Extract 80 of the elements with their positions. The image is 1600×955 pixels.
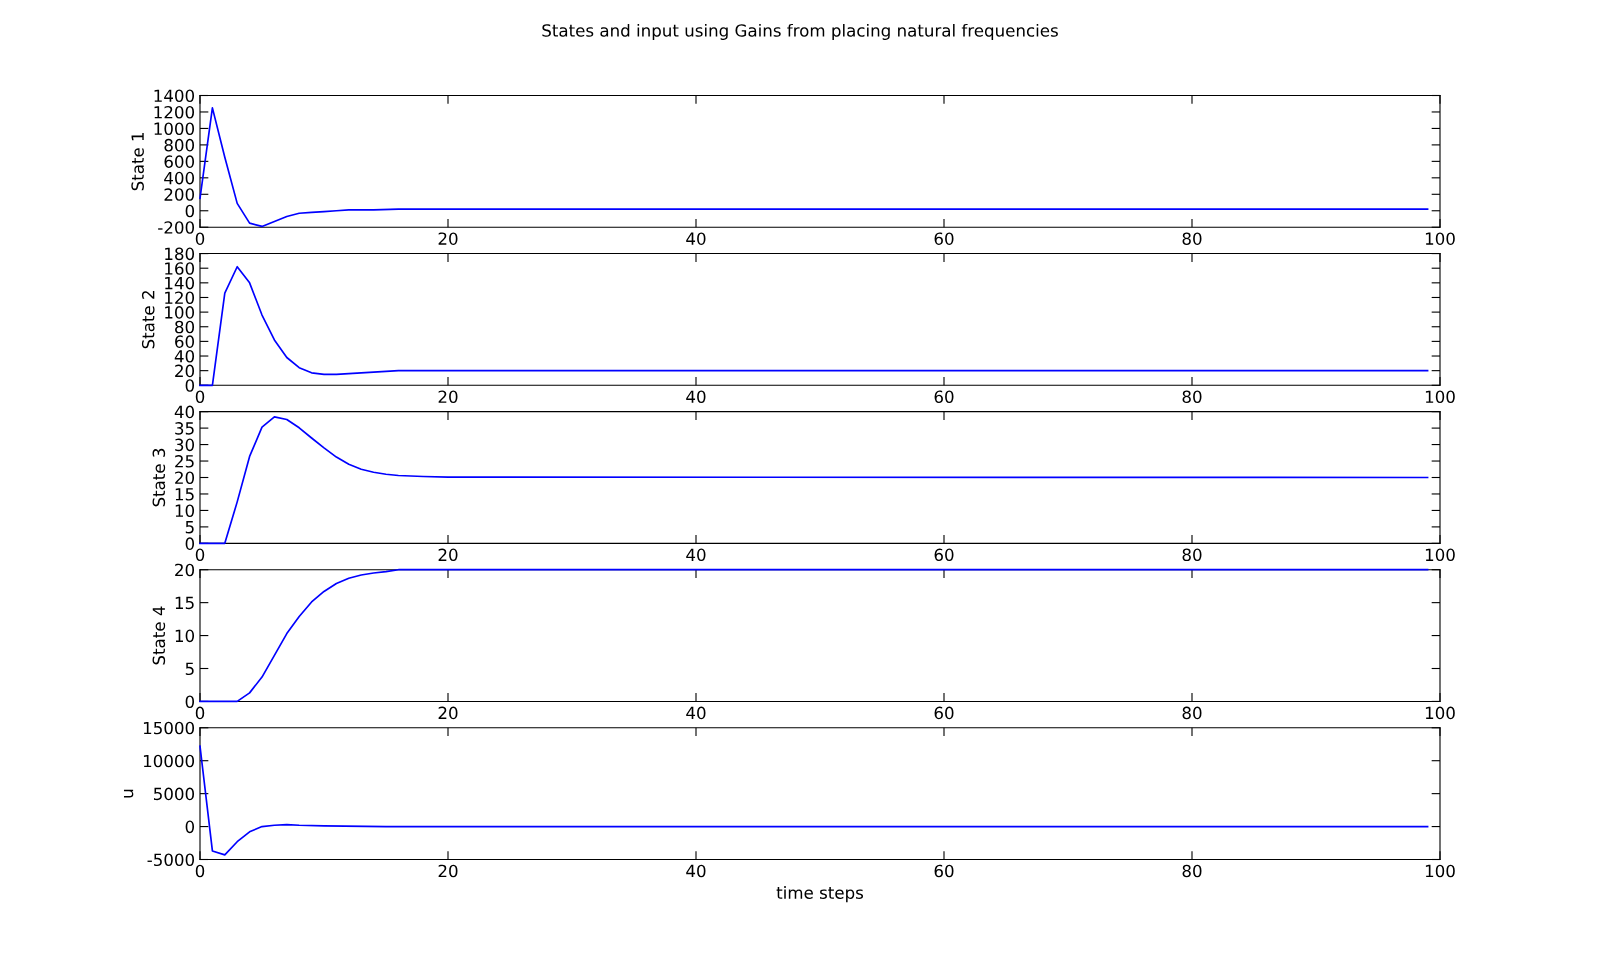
- y-tick-label: 0: [185, 379, 195, 392]
- x-tick-label: 40: [686, 706, 706, 720]
- x-tick-label: 20: [438, 864, 458, 878]
- x-tick-label: 0: [195, 232, 205, 245]
- y-tick-label: 15: [175, 488, 194, 501]
- x-tick-label: 60: [934, 706, 954, 720]
- y-tick-label: 5: [185, 662, 194, 676]
- y-tick-label: 200: [164, 188, 195, 201]
- line-series: [199, 568, 1429, 703]
- x-tick-label: 80: [1182, 232, 1202, 245]
- y-axis-title: State 3: [152, 448, 166, 507]
- y-tick-label: 20: [175, 563, 195, 577]
- x-tick-label: 40: [686, 390, 706, 404]
- y-tick-label: 60: [175, 335, 195, 348]
- x-tick-label: 80: [1182, 864, 1202, 878]
- x-tick-label: 80: [1182, 548, 1202, 562]
- line-series: [199, 107, 1429, 228]
- y-tick-label: 10: [175, 629, 195, 643]
- y-tick-label: 35: [175, 422, 194, 435]
- y-tick-label: -200: [158, 221, 195, 234]
- y-tick-label: 30: [175, 438, 195, 452]
- y-tick-label: -5000: [147, 853, 195, 867]
- y-tick-label: 1400: [154, 89, 195, 103]
- y-tick-label: 10000: [143, 754, 195, 768]
- y-tick-label: 0: [185, 820, 195, 834]
- y-tick-label: 0: [185, 204, 195, 218]
- y-axis-title: State 1: [131, 132, 144, 191]
- y-axis-title: State 2: [141, 291, 155, 349]
- x-tick-label: 40: [686, 232, 706, 245]
- y-tick-label: 25: [175, 455, 194, 468]
- y-tick-label: 1200: [154, 105, 195, 119]
- y-tick-label: 5000: [154, 787, 195, 801]
- x-tick-label: 0: [195, 548, 205, 562]
- x-tick-label: 60: [934, 232, 954, 245]
- y-tick-label: 10: [175, 504, 195, 517]
- x-tick-label: 40: [686, 864, 706, 878]
- x-tick-label: 100: [1425, 706, 1455, 720]
- y-tick-label: 600: [164, 155, 195, 168]
- x-tick-label: 80: [1182, 390, 1202, 404]
- x-tick-label: 100: [1425, 548, 1455, 562]
- line-series: [199, 265, 1429, 387]
- y-axis-title: u: [123, 789, 134, 798]
- x-tick-label: 20: [438, 706, 458, 720]
- y-tick-label: 20: [175, 471, 195, 485]
- x-tick-label: 0: [195, 706, 205, 720]
- y-tick-label: 80: [175, 320, 195, 334]
- x-axis-title: time steps: [776, 886, 864, 903]
- y-tick-label: 0: [185, 695, 195, 708]
- x-tick-label: 20: [438, 548, 458, 562]
- y-tick-label: 180: [165, 247, 195, 261]
- y-tick-label: 800: [164, 138, 195, 152]
- y-tick-label: 0: [185, 537, 195, 550]
- y-axis-title: State 4: [152, 606, 166, 665]
- y-tick-label: 20: [175, 364, 195, 378]
- x-tick-label: 0: [195, 390, 205, 404]
- x-tick-label: 60: [934, 864, 954, 878]
- x-tick-label: 60: [934, 390, 954, 404]
- y-tick-label: 15: [175, 596, 194, 610]
- x-tick-label: 20: [438, 390, 458, 404]
- y-tick-label: 1000: [154, 122, 195, 135]
- y-tick-label: 5: [185, 521, 194, 534]
- x-tick-label: 80: [1182, 706, 1202, 720]
- chart-title: States and input using Gains from placing natural frequencies: [542, 23, 1058, 41]
- y-tick-label: 140: [165, 276, 195, 290]
- x-tick-label: 100: [1425, 864, 1455, 878]
- line-series: [199, 745, 1429, 856]
- y-tick-label: 40: [174, 405, 195, 419]
- y-tick-label: 400: [164, 171, 195, 185]
- y-tick-label: 160: [165, 262, 195, 275]
- y-tick-label: 40: [174, 349, 195, 363]
- x-tick-label: 40: [686, 548, 706, 562]
- y-tick-label: 15000: [143, 721, 195, 735]
- line-series: [199, 416, 1429, 545]
- x-tick-label: 100: [1425, 232, 1455, 245]
- x-tick-label: 0: [195, 864, 205, 878]
- x-tick-label: 60: [934, 548, 954, 562]
- x-tick-label: 20: [438, 232, 458, 245]
- y-tick-label: 100: [165, 306, 195, 319]
- x-tick-label: 100: [1425, 390, 1455, 404]
- y-tick-label: 120: [165, 291, 195, 305]
